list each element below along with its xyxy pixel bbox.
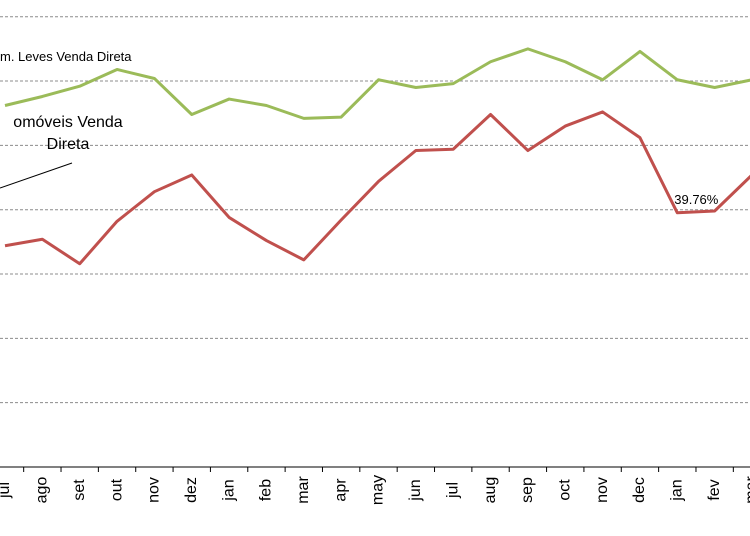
leader-line	[0, 162, 73, 189]
x-tick-label: dez	[183, 477, 200, 503]
series-line	[4, 47, 750, 120]
series-label: m. Leves Venda Direta	[0, 49, 132, 64]
x-tick-label: jan	[220, 479, 237, 501]
x-tick-label: feb	[258, 479, 275, 501]
series-label: omóveis Venda Direta	[13, 114, 123, 153]
x-tick-label: nov	[146, 477, 163, 503]
x-tick-label: mar	[295, 476, 312, 504]
x-tick-label: jul	[444, 482, 461, 499]
x-tick-label: jul	[0, 482, 13, 499]
x-tick-label: dec	[631, 477, 648, 503]
x-tick-label: jan	[669, 479, 686, 501]
x-tick-label: set	[71, 479, 88, 501]
x-tick-label: sep	[519, 477, 536, 503]
x-tick-label: oct	[556, 479, 573, 501]
data-label: 39.76%	[674, 192, 719, 207]
x-tick-label: may	[370, 475, 387, 505]
x-tick-label: out	[108, 478, 125, 501]
x-tick-label: jun	[407, 479, 424, 501]
x-tick-label: aug	[482, 477, 499, 504]
x-tick-label: nov	[594, 477, 611, 503]
x-tick-label: apr	[332, 478, 349, 502]
x-tick-label: ago	[34, 477, 51, 504]
series-line	[4, 110, 750, 266]
x-tick-label: mar	[743, 476, 750, 504]
x-tick-label: fev	[706, 479, 723, 500]
